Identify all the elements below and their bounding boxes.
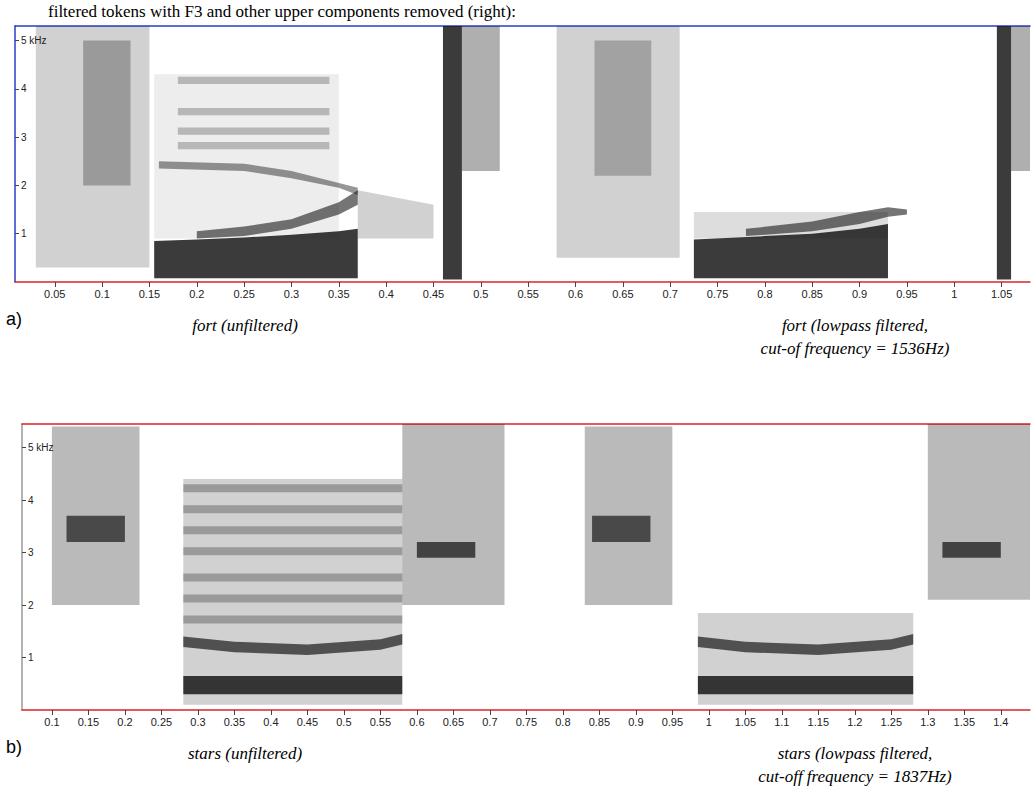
svg-text:4: 4 bbox=[21, 83, 27, 94]
svg-text:0.65: 0.65 bbox=[612, 288, 633, 300]
svg-text:0.9: 0.9 bbox=[852, 288, 867, 300]
svg-text:2: 2 bbox=[28, 600, 34, 611]
svg-text:0.5: 0.5 bbox=[336, 716, 351, 728]
svg-text:1.1: 1.1 bbox=[774, 716, 789, 728]
svg-text:0.15: 0.15 bbox=[139, 288, 160, 300]
svg-text:0.3: 0.3 bbox=[284, 288, 299, 300]
svg-text:0.6: 0.6 bbox=[568, 288, 583, 300]
svg-text:2: 2 bbox=[21, 180, 27, 191]
svg-text:1.15: 1.15 bbox=[808, 716, 829, 728]
svg-text:1.25: 1.25 bbox=[881, 716, 902, 728]
svg-text:0.1: 0.1 bbox=[44, 716, 59, 728]
svg-text:3: 3 bbox=[28, 547, 34, 558]
svg-text:1.35: 1.35 bbox=[954, 716, 975, 728]
svg-text:fort (lowpass filtered,: fort (lowpass filtered, bbox=[782, 316, 928, 335]
svg-text:0.35: 0.35 bbox=[328, 288, 349, 300]
svg-text:1.05: 1.05 bbox=[735, 716, 756, 728]
svg-text:0.25: 0.25 bbox=[233, 288, 254, 300]
svg-text:cut-of frequency = 1536Hz): cut-of frequency = 1536Hz) bbox=[761, 339, 950, 358]
svg-text:0.55: 0.55 bbox=[517, 288, 538, 300]
svg-text:0.85: 0.85 bbox=[589, 716, 610, 728]
svg-text:1.2: 1.2 bbox=[847, 716, 862, 728]
svg-text:0.8: 0.8 bbox=[757, 288, 772, 300]
svg-text:filtered tokens with F3 and ot: filtered tokens with F3 and other upper … bbox=[48, 2, 516, 21]
svg-text:0.2: 0.2 bbox=[189, 288, 204, 300]
svg-text:fort (unfiltered): fort (unfiltered) bbox=[192, 316, 298, 335]
svg-text:1: 1 bbox=[706, 716, 712, 728]
svg-text:0.7: 0.7 bbox=[663, 288, 678, 300]
svg-text:0.55: 0.55 bbox=[370, 716, 391, 728]
svg-text:0.75: 0.75 bbox=[516, 716, 537, 728]
svg-text:0.85: 0.85 bbox=[802, 288, 823, 300]
svg-text:0.45: 0.45 bbox=[423, 288, 444, 300]
svg-text:0.75: 0.75 bbox=[707, 288, 728, 300]
svg-text:1: 1 bbox=[21, 228, 27, 239]
svg-text:0.7: 0.7 bbox=[482, 716, 497, 728]
svg-text:0.5: 0.5 bbox=[473, 288, 488, 300]
svg-text:4: 4 bbox=[28, 495, 34, 506]
svg-text:0.2: 0.2 bbox=[117, 716, 132, 728]
svg-text:0.45: 0.45 bbox=[297, 716, 318, 728]
svg-text:1.3: 1.3 bbox=[920, 716, 935, 728]
svg-text:a): a) bbox=[6, 309, 22, 329]
svg-text:0.15: 0.15 bbox=[78, 716, 99, 728]
svg-text:5 kHz: 5 kHz bbox=[28, 442, 54, 453]
svg-text:0.65: 0.65 bbox=[443, 716, 464, 728]
svg-text:stars (lowpass filtered,: stars (lowpass filtered, bbox=[778, 744, 933, 763]
svg-text:0.8: 0.8 bbox=[555, 716, 570, 728]
svg-text:cut-off frequency = 1837Hz): cut-off frequency = 1837Hz) bbox=[758, 767, 952, 786]
svg-text:0.3: 0.3 bbox=[190, 716, 205, 728]
svg-text:0.6: 0.6 bbox=[409, 716, 424, 728]
svg-text:1.4: 1.4 bbox=[993, 716, 1008, 728]
svg-text:1.05: 1.05 bbox=[991, 288, 1012, 300]
svg-text:1: 1 bbox=[28, 652, 34, 663]
svg-text:3: 3 bbox=[21, 132, 27, 143]
svg-text:0.35: 0.35 bbox=[224, 716, 245, 728]
svg-text:0.4: 0.4 bbox=[379, 288, 394, 300]
svg-text:0.25: 0.25 bbox=[151, 716, 172, 728]
svg-text:0.05: 0.05 bbox=[44, 288, 65, 300]
svg-text:0.95: 0.95 bbox=[896, 288, 917, 300]
svg-text:1: 1 bbox=[951, 288, 957, 300]
svg-text:0.1: 0.1 bbox=[94, 288, 109, 300]
svg-text:0.9: 0.9 bbox=[628, 716, 643, 728]
svg-text:stars (unfiltered): stars (unfiltered) bbox=[188, 744, 302, 763]
svg-text:0.4: 0.4 bbox=[263, 716, 278, 728]
svg-text:0.95: 0.95 bbox=[662, 716, 683, 728]
svg-text:5 kHz: 5 kHz bbox=[21, 35, 47, 46]
svg-text:b): b) bbox=[6, 737, 22, 757]
